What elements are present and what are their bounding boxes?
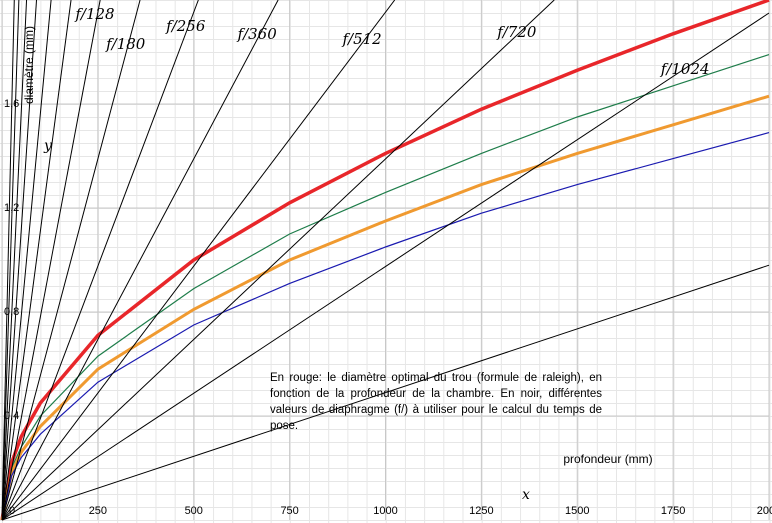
curve: [1, 0, 199, 521]
line-label: f/128: [74, 5, 114, 23]
annotation: En rouge: le diamètre optimal du trou (f…: [270, 372, 602, 432]
line-label: f/1024: [660, 60, 710, 78]
curve: [1, 0, 72, 521]
x-tick-label: 1750: [661, 505, 685, 517]
y-axis-label: diamètre (mm): [22, 26, 36, 104]
curve: [1, 0, 279, 521]
curve: [1, 0, 396, 521]
curve: [1, 0, 555, 521]
curve: [1, 264, 770, 521]
x-tick-label: 1250: [469, 505, 493, 517]
x-tick-label: 750: [280, 505, 298, 517]
line-label: f/512: [341, 30, 381, 48]
curve: [1, 132, 770, 521]
curve: [1, 12, 770, 521]
x-tick-label: 1000: [373, 505, 397, 517]
x-tick-label: 500: [185, 505, 203, 517]
curve: [1, 0, 20, 521]
x-axis-name: x: [522, 487, 530, 503]
curve: [1, 0, 28, 521]
curve: [1, 0, 38, 521]
x-tick-label: 2000: [757, 505, 772, 517]
x-tick-label: 0: [9, 505, 15, 517]
y-tick-label: 1,6: [4, 98, 19, 110]
line-label: f/360: [237, 25, 278, 43]
x-tick-label: 250: [89, 505, 107, 517]
y-tick-label: 0,8: [4, 306, 19, 318]
curve: [0, 94, 770, 521]
line-label: f/256: [165, 17, 206, 35]
x-tick-label: 1500: [565, 505, 589, 517]
curve: [1, 0, 101, 521]
y-axis-name: y: [43, 138, 53, 154]
line-label: f/720: [496, 23, 537, 41]
x-axis-label: profondeur (mm): [563, 452, 652, 466]
curve: [1, 0, 52, 521]
curve: [1, 0, 141, 521]
curve: [1, 0, 15, 521]
y-tick-label: 0,4: [4, 410, 19, 422]
y-tick-label: 1,2: [4, 202, 19, 214]
line-label: f/180: [105, 35, 146, 53]
curve: [1, 54, 770, 521]
